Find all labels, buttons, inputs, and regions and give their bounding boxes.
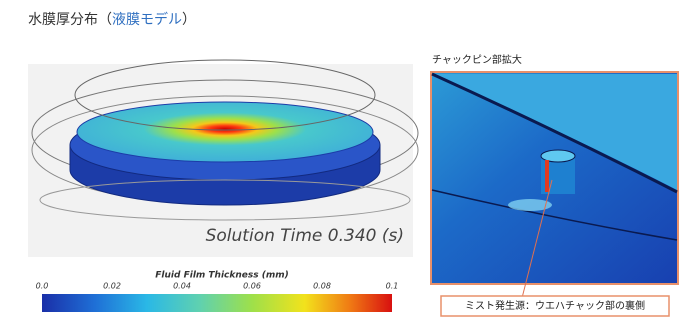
- colorbar-ticks: 0.0 0.02 0.04 0.06 0.08 0.1: [36, 282, 399, 291]
- colorbar-title: Fluid Film Thickness (mm): [155, 271, 288, 281]
- zoom-title: チャックピン部拡大: [432, 53, 522, 66]
- colorbar-tick-label: 0.02: [103, 282, 121, 291]
- figure: 水膜厚分布（液膜モデル） Solution Time 0.340 (s) Flu…: [0, 0, 691, 330]
- title-text: 水膜厚分布（: [28, 12, 112, 28]
- solution-time: Solution Time 0.340 (s): [206, 226, 404, 246]
- colorbar-tick-label: 0.04: [173, 282, 191, 291]
- title: 水膜厚分布（液膜モデル）: [28, 11, 196, 28]
- colorbar: [42, 294, 392, 312]
- title-highlight: 液膜モデル: [112, 11, 182, 28]
- colorbar-tick-label: 0.1: [386, 282, 399, 291]
- title-text: ）: [182, 12, 196, 28]
- page: 水膜厚分布（液膜モデル） Solution Time 0.340 (s) Flu…: [0, 0, 691, 330]
- colorbar-tick-label: 0.08: [313, 282, 331, 291]
- colorbar-tick-label: 0.06: [243, 282, 261, 291]
- colorbar-tick-label: 0.0: [36, 282, 49, 291]
- callout-text: ミスト発生源：ウエハチャック部の裏側: [465, 299, 645, 312]
